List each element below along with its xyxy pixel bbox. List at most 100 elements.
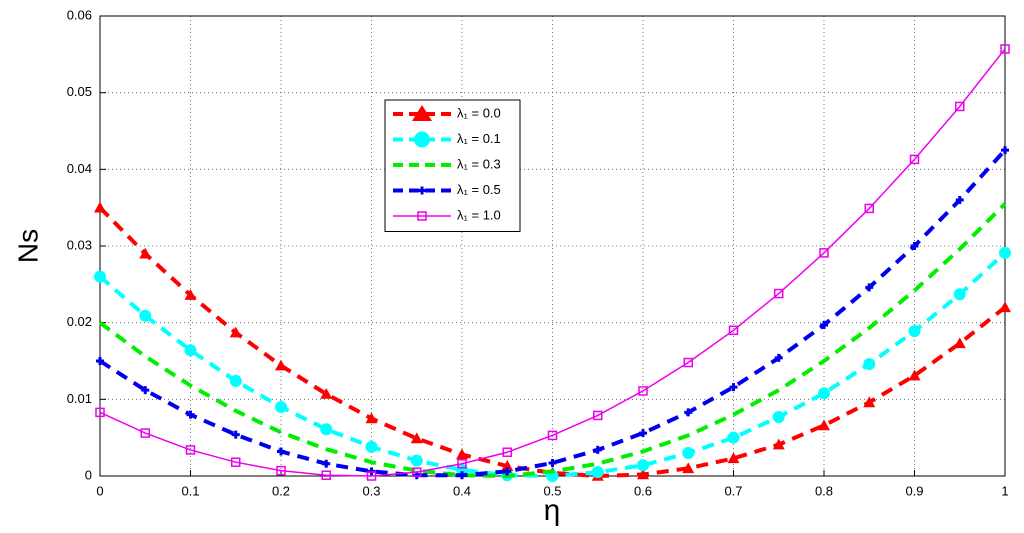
marker [818,419,830,431]
marker [999,301,1011,313]
legend-marker [412,105,432,121]
marker [955,196,964,204]
marker [864,203,874,214]
marker [682,462,695,474]
x-tick-label: 1 [1001,483,1008,498]
marker [637,468,649,480]
marker [772,410,785,423]
marker [909,154,920,165]
y-tick-label: 0.03 [67,237,92,252]
marker [682,447,695,459]
marker [727,431,740,444]
marker [320,423,333,436]
marker [412,467,422,477]
marker [229,326,242,338]
marker [410,432,423,444]
marker [863,396,876,408]
marker [1001,146,1009,155]
marker [729,383,738,392]
marker [320,387,333,399]
marker [139,309,152,322]
marker [275,359,287,371]
marker [322,459,331,468]
marker [229,374,242,387]
marker [456,463,468,476]
marker [410,454,423,467]
x-tick-label: 0.6 [634,483,652,498]
x-tick-label: 0.9 [905,483,923,498]
marker [503,467,512,476]
data-line [98,202,1007,479]
legend-marker [418,186,426,195]
legend-label: λ₁ = 1.0 [457,207,501,222]
marker [458,471,466,480]
marker [94,201,106,213]
marker [593,410,603,421]
marker [366,471,377,481]
marker [456,448,468,460]
marker [186,410,195,419]
legend-marker [414,131,430,148]
x-tick-label: 0.5 [543,483,561,498]
marker [139,247,152,259]
legend-label: λ₁ = 0.5 [457,182,501,197]
marker [95,407,105,418]
marker [955,101,965,112]
marker [593,445,602,454]
marker [275,401,287,413]
marker [728,325,739,336]
marker [774,353,783,362]
marker [96,357,104,365]
marker [231,457,241,467]
marker [591,466,604,479]
marker [774,288,784,299]
marker [321,470,331,480]
marker [818,387,830,400]
legend-box [384,99,521,232]
y-tick-label: 0.05 [67,84,92,99]
legend-marker [417,211,427,221]
marker [185,445,196,455]
y-tick-label: 0.01 [67,391,92,406]
marker [457,458,467,469]
marker [638,386,648,396]
y-tick-label: 0.06 [67,7,92,22]
marker [639,429,647,438]
marker [820,320,828,329]
marker [908,369,921,381]
marker [231,430,240,439]
marker [819,248,829,258]
data-line [98,206,1007,479]
marker [94,270,106,283]
marker [277,447,285,456]
marker [865,283,874,292]
x-axis-label: η [544,494,561,527]
x-tick-label: 0.2 [272,483,290,498]
marker [863,358,876,371]
x-tick-label: 0.4 [453,483,471,498]
marker [772,438,785,450]
y-tick-label: 0 [85,467,92,482]
marker [684,408,693,417]
legend-label: λ₁ = 0.3 [457,156,501,171]
marker [683,357,693,368]
marker [548,458,557,467]
marker [501,460,514,471]
marker [999,246,1011,259]
marker [365,440,378,453]
x-tick-label: 0.7 [724,483,742,498]
marker [1000,44,1010,54]
marker [276,465,286,476]
marker [502,447,512,457]
y-tick-label: 0.04 [67,161,92,176]
legend-label: λ₁ = 0.0 [457,105,501,120]
marker [953,337,966,349]
y-axis-label: Ns [12,229,43,263]
x-tick-label: 0.3 [362,483,380,498]
marker [908,325,921,338]
legend-label: λ₁ = 0.1 [457,131,501,146]
marker [637,459,649,472]
marker [184,344,197,357]
marker [547,430,558,441]
x-tick-label: 0.1 [181,483,199,498]
